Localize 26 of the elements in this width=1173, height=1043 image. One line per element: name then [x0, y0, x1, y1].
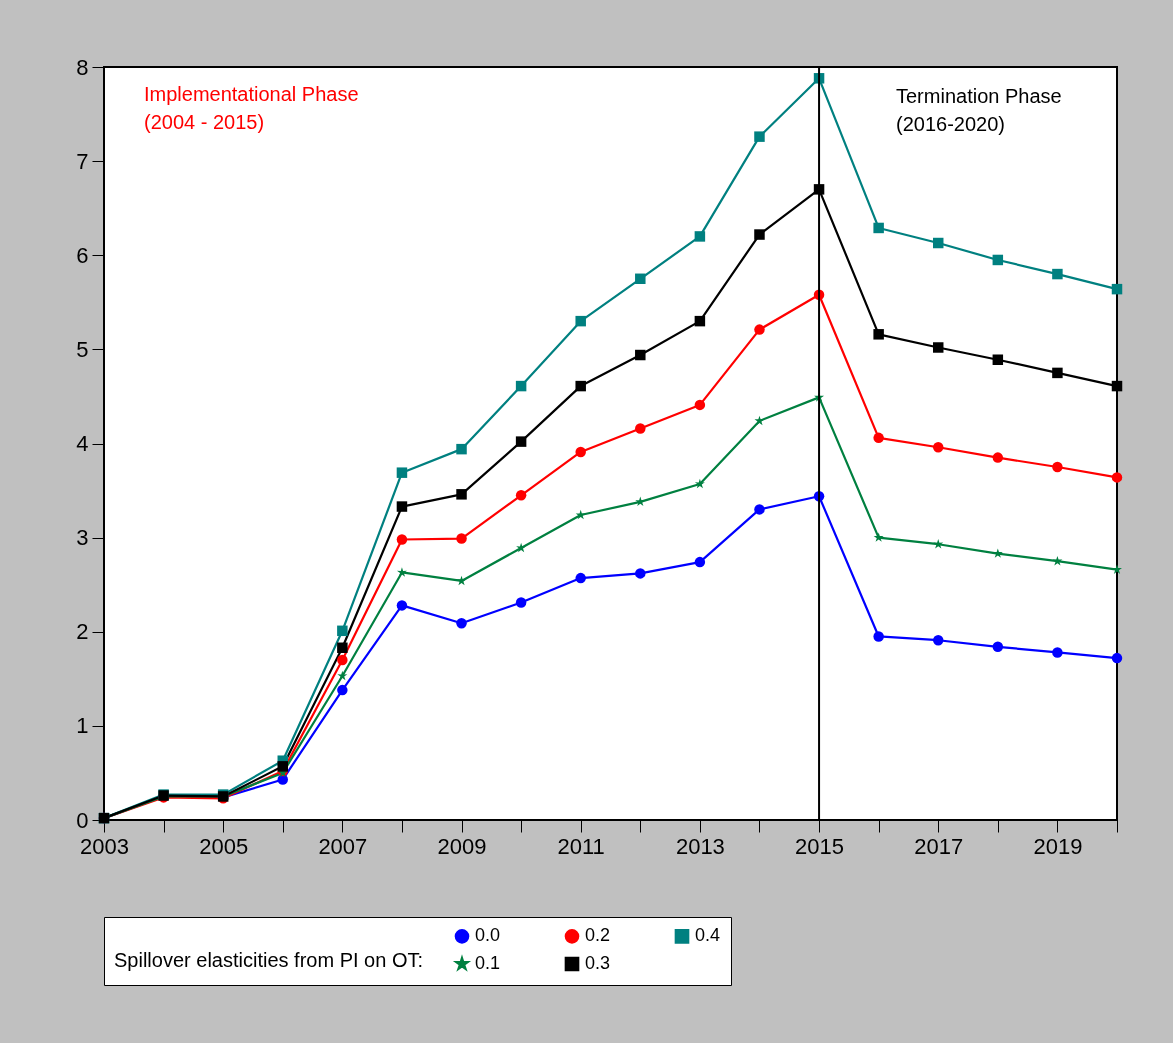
- annotation: Termination Phase (2016-2020): [896, 85, 1062, 135]
- legend-label: 0.3: [585, 953, 611, 973]
- y-tick-label: 3: [76, 525, 89, 551]
- x-tick-label: 2015: [795, 833, 845, 859]
- annotation: Implementational Phase (2004 - 2015): [144, 83, 359, 133]
- x-tick-label: 2003: [80, 833, 129, 859]
- y-tick-label: 7: [76, 148, 89, 174]
- legend-label: 0.0: [475, 925, 501, 946]
- x-tick-label: 2013: [675, 833, 725, 859]
- x-tick-label: 2009: [437, 833, 487, 859]
- legend-title: Spillover elasticities from PI on OT:: [114, 949, 423, 971]
- y-tick-label: 8: [76, 54, 89, 80]
- x-tick-label: 2007: [318, 833, 368, 859]
- legend-label: 0.2: [585, 925, 611, 946]
- legend-label: 0.1: [475, 953, 501, 973]
- y-tick-label: 5: [76, 336, 89, 362]
- y-tick-label: 6: [76, 242, 89, 268]
- y-tick-label: 2: [76, 619, 89, 645]
- x-tick-label: 2005: [199, 833, 249, 859]
- x-tick-label: 2017: [914, 833, 964, 859]
- x-tick-label: 2011: [557, 833, 605, 859]
- y-tick-label: 1: [76, 713, 89, 739]
- y-tick-label: 0: [76, 807, 89, 833]
- legend-label: 0.4: [695, 925, 721, 946]
- x-tick-label: 2019: [1033, 833, 1083, 859]
- y-tick-label: 4: [76, 431, 89, 456]
